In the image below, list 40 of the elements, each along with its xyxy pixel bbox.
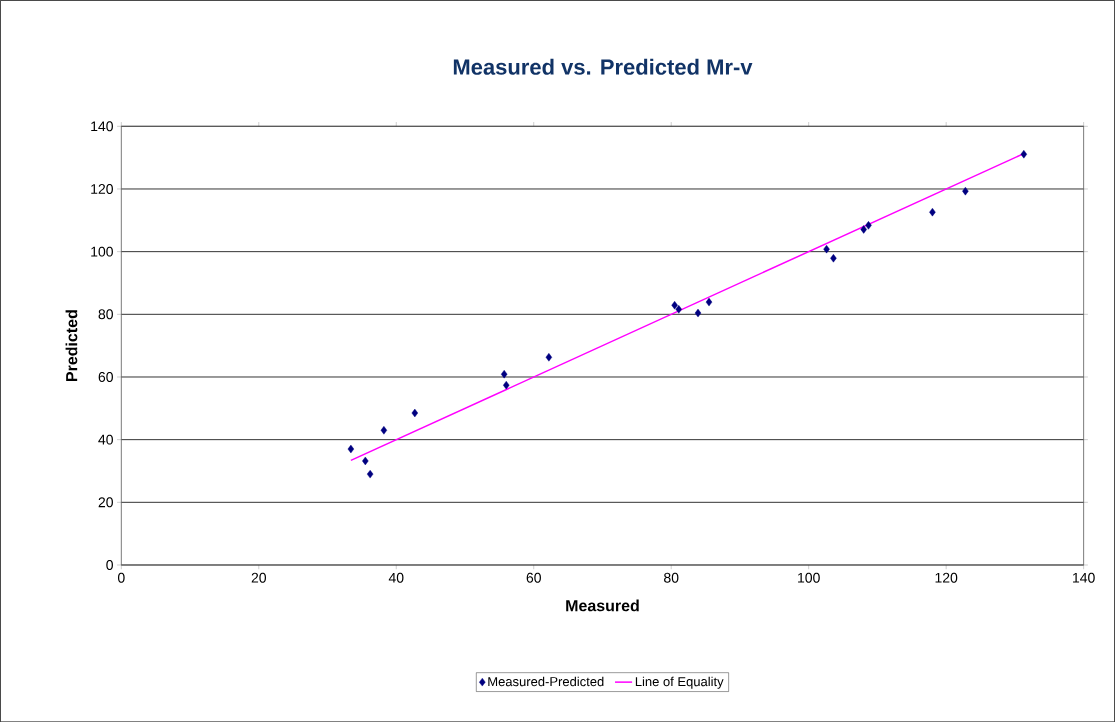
point — [500, 369, 508, 379]
point — [694, 308, 702, 318]
point — [411, 408, 419, 418]
point — [503, 380, 510, 390]
x-tick-label: 140 — [1073, 572, 1095, 583]
point — [865, 220, 872, 230]
chart-title: Measured vs. Predicted Mr-v — [453, 58, 753, 75]
point — [366, 469, 374, 479]
x-tick-label: 80 — [664, 572, 679, 583]
point — [860, 225, 867, 234]
y-tick-label: 80 — [98, 309, 113, 320]
y-tick-label: 140 — [91, 121, 113, 132]
y-tick-label: 60 — [98, 371, 113, 382]
point — [705, 297, 713, 307]
y-tick-label: 120 — [91, 183, 113, 194]
x-tick-label: 100 — [798, 572, 820, 583]
point — [929, 207, 936, 217]
y-axis-title: Predicted — [65, 310, 78, 381]
y-tick-label: 100 — [91, 246, 113, 257]
point — [830, 253, 837, 263]
x-tick-label: 60 — [526, 572, 541, 583]
point — [380, 425, 388, 435]
point — [347, 444, 355, 454]
y-tick-label: 20 — [98, 497, 113, 508]
point — [962, 186, 969, 196]
x-tick-label: 120 — [935, 572, 958, 583]
y-tick-label: 40 — [98, 434, 113, 445]
x-tick-label: 20 — [251, 572, 267, 583]
legend-label: Line of Equality — [635, 676, 724, 689]
point — [362, 456, 369, 466]
x-tick-label: 0 — [117, 572, 125, 583]
y-tick-label: 0 — [106, 559, 113, 570]
point — [675, 304, 682, 314]
point — [671, 300, 678, 310]
point — [545, 352, 553, 362]
point — [1020, 149, 1028, 159]
x-axis-title: Measured — [566, 599, 639, 612]
legend-label: Measured-Predicted — [488, 676, 604, 687]
x-tick-label: 40 — [388, 572, 404, 583]
point — [823, 244, 830, 254]
